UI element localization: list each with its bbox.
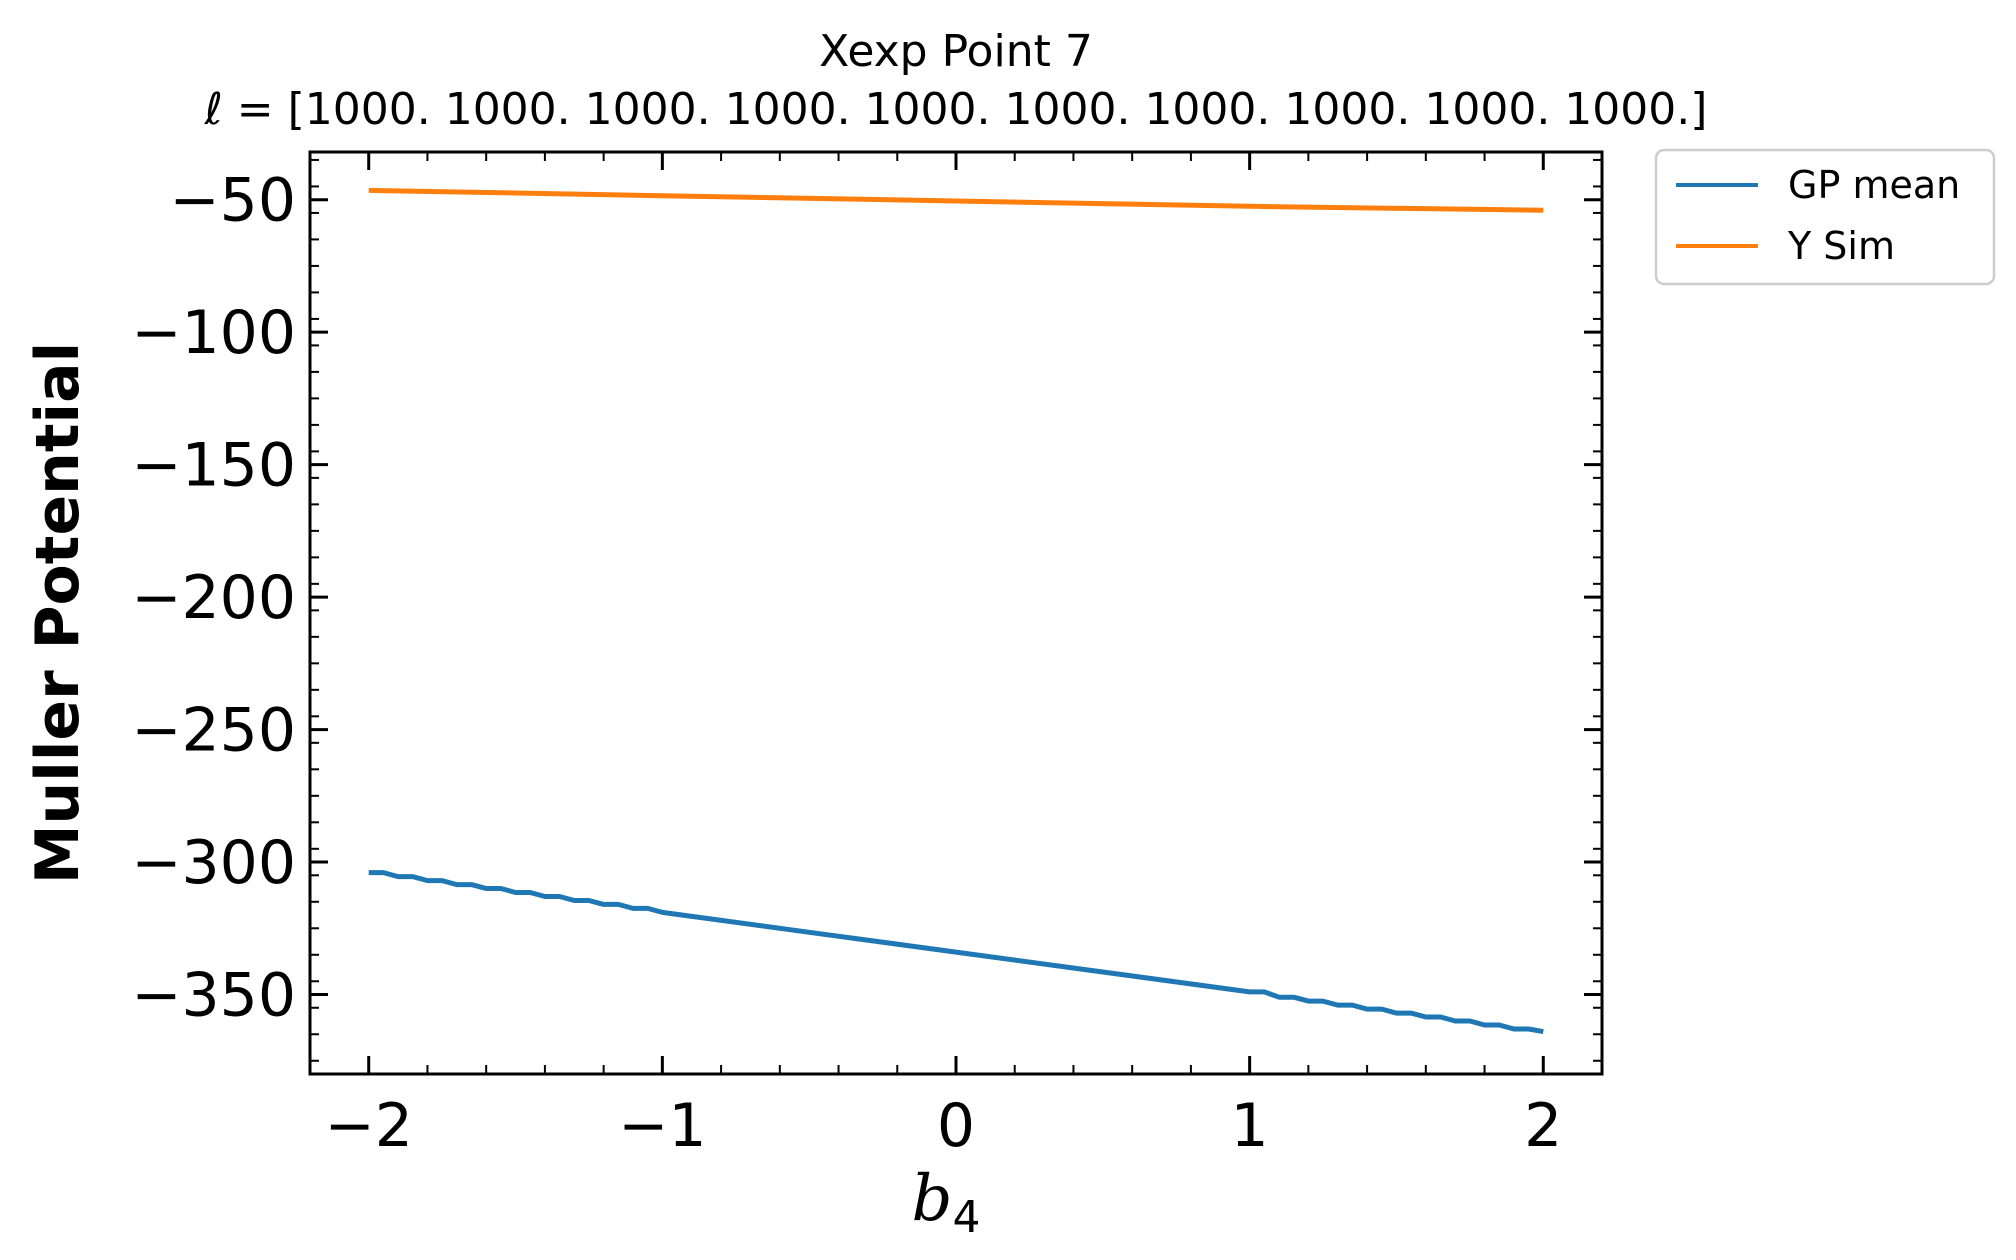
x-tick-label: −2 xyxy=(325,1091,413,1161)
y-tick-label: −250 xyxy=(131,696,296,766)
x-tick-label: 2 xyxy=(1524,1091,1562,1161)
legend: GP mean Y Sim xyxy=(1654,148,1996,286)
y-axis-label: Muller Potential xyxy=(23,342,93,884)
x-tick-label: 1 xyxy=(1231,1091,1269,1161)
legend-label-gp-mean: GP mean xyxy=(1788,163,1960,207)
x-tick-label: 0 xyxy=(937,1091,975,1161)
y-tick-label: −350 xyxy=(131,961,296,1031)
chart-title: Xexp Point 7 xyxy=(819,26,1093,77)
x-axis-label-base: b xyxy=(912,1162,953,1236)
y-tick-label: −50 xyxy=(169,166,296,236)
x-axis-label-subscript: 4 xyxy=(952,1192,980,1243)
x-tick-label: −1 xyxy=(618,1091,706,1161)
y-sim-line xyxy=(368,187,1544,213)
legend-label-y-sim: Y Sim xyxy=(1787,224,1895,268)
x-axis-label: b4 xyxy=(912,1162,981,1243)
y-tick-label: −200 xyxy=(131,563,296,633)
y-tick-label: −300 xyxy=(131,828,296,898)
y-tick-label: −100 xyxy=(131,298,296,368)
chart-subtitle: ℓ = [1000. 1000. 1000. 1000. 1000. 1000.… xyxy=(204,84,1708,135)
y-tick-label: −150 xyxy=(131,431,296,501)
gp-mean-line xyxy=(368,870,1544,1035)
plot-area: −2 −1 0 1 2 −50 −100 −150 −200 −250 −300 −350 xyxy=(131,152,1603,1161)
plot-frame xyxy=(308,150,1604,1076)
